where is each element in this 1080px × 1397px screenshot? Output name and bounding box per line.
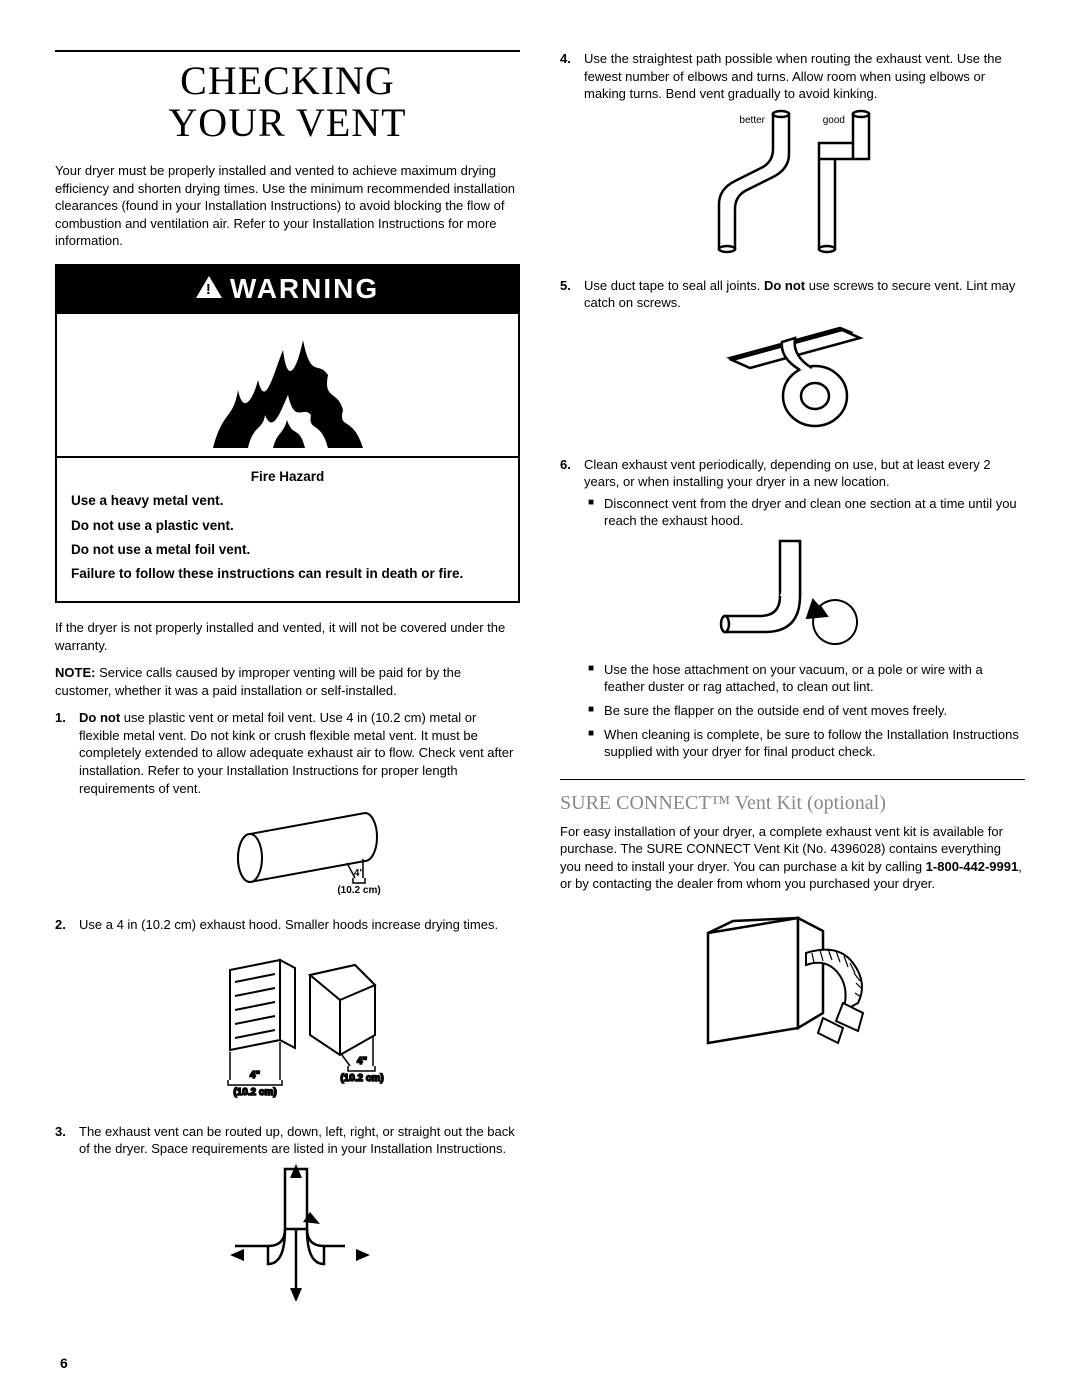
warning-line-4: Failure to follow these instructions can… — [71, 565, 504, 583]
page-number: 6 — [60, 1354, 68, 1373]
step-6-bullet-1: Disconnect vent from the dryer and clean… — [584, 495, 1025, 530]
step-number: 4. — [560, 50, 584, 269]
step-body: Clean exhaust vent periodically, dependi… — [584, 456, 1025, 767]
svg-text:good: good — [822, 115, 844, 126]
sureconnect-body: For easy installation of your dryer, a c… — [560, 823, 1025, 893]
warning-box: WARNING Fire Hazard Use a heavy metal ve… — [55, 264, 520, 603]
step-3-text: The exhaust vent can be routed up, down,… — [79, 1124, 515, 1157]
step-1: 1. Do not use plastic vent or metal foil… — [55, 709, 520, 908]
warning-header-text: WARNING — [230, 270, 379, 308]
step-body: Use a 4 in (10.2 cm) exhaust hood. Small… — [79, 916, 520, 1115]
dim-label-cm: (10.2 cm) — [337, 885, 380, 896]
step-body: The exhaust vent can be routed up, down,… — [79, 1123, 520, 1314]
top-rule — [55, 50, 520, 52]
step-number: 1. — [55, 709, 79, 908]
divider — [560, 779, 1025, 780]
step-number: 5. — [560, 277, 584, 448]
page-title: CHECKING YOUR VENT — [55, 60, 520, 144]
duct-tape-figure — [584, 318, 1025, 438]
step-3: 3. The exhaust vent can be routed up, do… — [55, 1123, 520, 1314]
step-2-text: Use a 4 in (10.2 cm) exhaust hood. Small… — [79, 917, 498, 932]
step-number: 3. — [55, 1123, 79, 1314]
routing-arrows-figure — [79, 1164, 520, 1304]
svg-text:better: better — [739, 115, 765, 126]
step-5-text-a: Use duct tape to seal all joints. — [584, 278, 764, 293]
sureconnect-phone: 1-800-442-9991 — [926, 859, 1019, 874]
title-line-2: YOUR VENT — [168, 100, 406, 145]
step-6: 6. Clean exhaust vent periodically, depe… — [560, 456, 1025, 767]
warranty-paragraph: If the dryer is not properly installed a… — [55, 619, 520, 654]
step-1-text: use plastic vent or metal foil vent. Use… — [79, 710, 513, 795]
step-body: Use duct tape to seal all joints. Do not… — [584, 277, 1025, 448]
note-paragraph: NOTE: Service calls caused by improper v… — [55, 664, 520, 699]
warning-header: WARNING — [57, 266, 518, 314]
note-label: NOTE: — [55, 665, 95, 680]
flame-illustration — [57, 314, 518, 459]
step-5: 5. Use duct tape to seal all joints. Do … — [560, 277, 1025, 448]
fire-hazard-label: Fire Hazard — [71, 468, 504, 486]
step-5-bold: Do not — [764, 278, 805, 293]
warning-line-2: Do not use a plastic vent. — [71, 517, 504, 535]
svg-text:4": 4" — [356, 1056, 367, 1067]
step-1-bold: Do not — [79, 710, 120, 725]
step-6-text: Clean exhaust vent periodically, dependi… — [584, 457, 991, 490]
warning-line-3: Do not use a metal foil vent. — [71, 541, 504, 559]
vent-pipe-figure: 4" (10.2 cm) — [79, 803, 520, 898]
warning-line-1: Use a heavy metal vent. — [71, 492, 504, 510]
warning-triangle-icon — [196, 276, 222, 298]
note-body: Service calls caused by improper venting… — [55, 665, 461, 698]
sureconnect-heading: SURE CONNECT™ Vent Kit (optional) — [560, 790, 1025, 817]
intro-paragraph: Your dryer must be properly installed an… — [55, 162, 520, 250]
exhaust-hood-figure: 4" (10.2 cm) 4" (10.2 cm) — [79, 940, 520, 1105]
warning-text: Fire Hazard Use a heavy metal vent. Do n… — [57, 458, 518, 601]
better-good-figure: better good — [584, 109, 1025, 259]
step-4: 4. Use the straightest path possible whe… — [560, 50, 1025, 269]
step-2: 2. Use a 4 in (10.2 cm) exhaust hood. Sm… — [55, 916, 520, 1115]
dim-label: 4" — [353, 868, 364, 879]
vent-kit-figure — [560, 903, 1025, 1053]
step-6-bullet-2: Use the hose attachment on your vacuum, … — [584, 661, 1025, 696]
step-6-bullet-4: When cleaning is complete, be sure to fo… — [584, 726, 1025, 761]
svg-text:(10.2 cm): (10.2 cm) — [233, 1087, 276, 1098]
step-body: Do not use plastic vent or metal foil ve… — [79, 709, 520, 908]
step-4-text: Use the straightest path possible when r… — [584, 51, 1002, 101]
disconnect-vent-figure — [584, 536, 1025, 651]
step-body: Use the straightest path possible when r… — [584, 50, 1025, 269]
svg-text:4": 4" — [249, 1070, 260, 1081]
title-line-1: CHECKING — [180, 58, 395, 103]
step-6-bullet-3: Be sure the flapper on the outside end o… — [584, 702, 1025, 720]
step-number: 6. — [560, 456, 584, 767]
step-number: 2. — [55, 916, 79, 1115]
svg-text:(10.2 cm): (10.2 cm) — [340, 1073, 383, 1084]
